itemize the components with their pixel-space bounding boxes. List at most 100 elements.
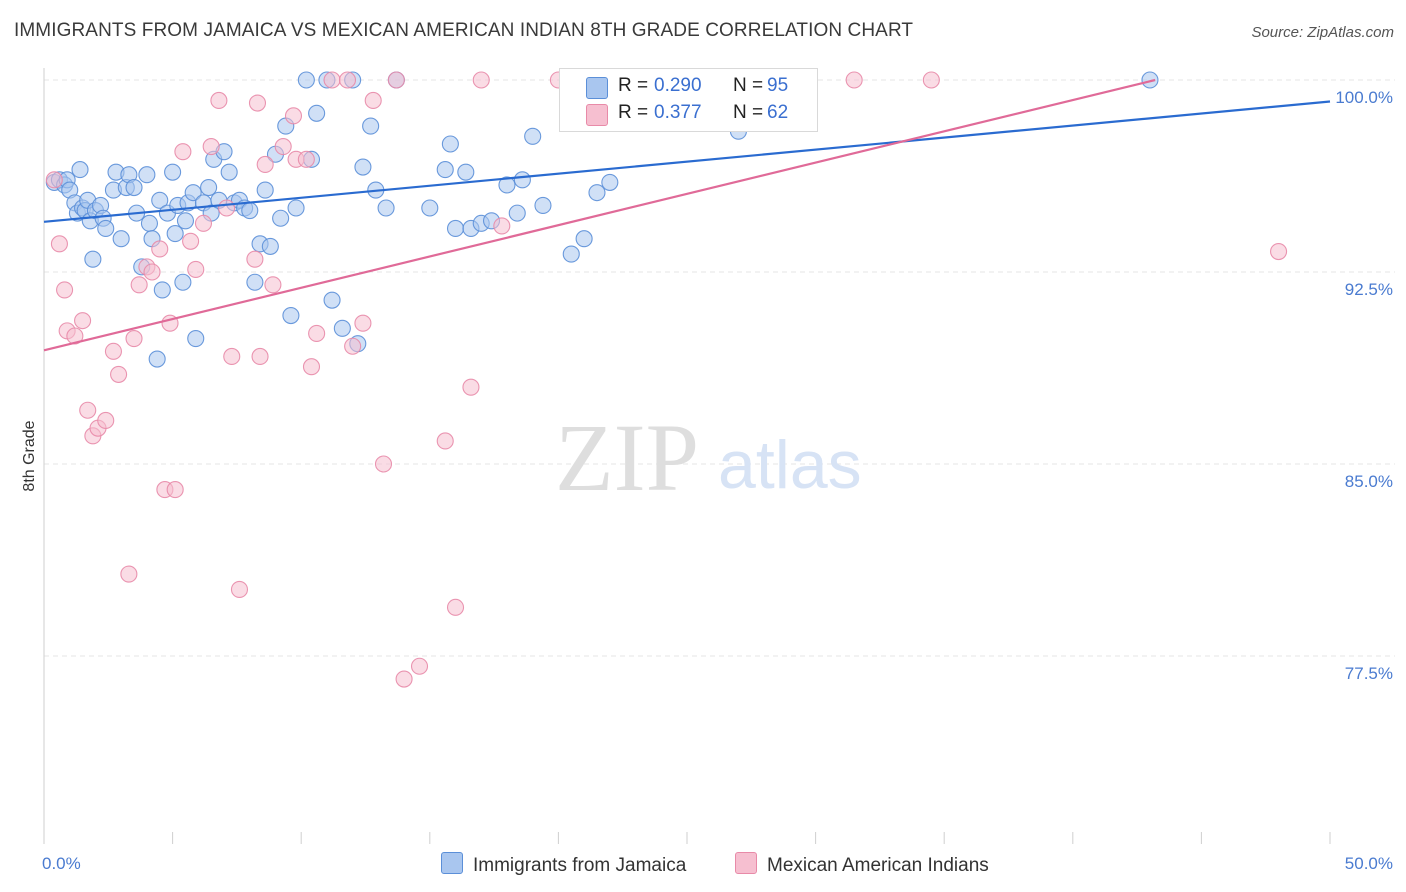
jamaica-point [97,219,115,238]
mexican-american-indians-point [218,199,236,217]
mexican-american-indians-point [845,71,863,89]
mexican-american-indians-swatch [586,104,608,126]
r-label: R = [618,102,649,123]
mexican-american-indians-point [104,342,122,360]
jamaica-point [323,291,341,309]
n-label: N = [733,102,764,123]
jamaica-point [140,214,159,232]
mexican-american-indians-point [202,138,220,156]
mexican-american-indians-point [364,91,382,110]
jamaica-point [148,350,166,368]
mexican-american-indians-point [410,657,429,675]
mexican-american-indians-point [223,347,241,366]
mexican-american-indians-point [74,312,92,330]
n-value-jamaica: 95 [767,75,789,96]
r-label: R = [618,75,649,96]
jamaica-point [588,184,606,202]
jamaica-point [446,219,465,238]
mexican-american-indians-point [182,232,200,250]
jamaica-point [112,230,130,248]
r-value-jamaica: 0.290 [654,75,702,96]
mexican-american-indians-point [230,580,249,598]
mexican-american-indians-point [125,330,143,348]
jamaica-point [220,163,238,181]
jamaica-point [241,202,259,220]
mexican-american-indians-point [110,365,128,383]
points-layer [45,71,1288,688]
jamaica-point [287,199,305,217]
jamaica-point [187,330,205,348]
mexican-american-indians-point [174,143,192,161]
mexican-american-indians-point [344,337,362,355]
y-tick-label: 92.5% [1345,280,1393,299]
jamaica-point [354,158,372,176]
jamaica-point [176,212,195,230]
grid-layer [44,79,1395,657]
mexican-american-indians-point [79,401,97,419]
source-label: Source: ZipAtlas.com [1251,24,1394,41]
mexican-american-indians-point [354,314,372,332]
jamaica-point [166,225,184,243]
jamaica-point [151,191,169,209]
jamaica-point [377,199,395,217]
jamaica-legend-swatch [441,852,463,874]
mexican-american-indians-point [130,276,148,294]
jamaica-point [297,71,315,89]
mexican-american-indians-point [251,347,269,366]
jamaica-point [153,281,171,299]
y-tick-label: 77.5% [1345,664,1393,683]
jamaica-point [333,319,351,337]
jamaica-swatch [586,77,608,99]
mexican-american-indians-point [246,250,264,268]
jamaica-point [513,171,531,189]
legend-item-mexican-american-indians[interactable]: Mexican American Indians [735,852,989,877]
mexican-american-indians-legend-swatch [735,852,757,874]
jamaica-trend-line [43,100,1331,223]
jamaica-point [524,127,542,145]
jamaica-point [246,273,264,291]
trend-layer [43,78,1331,352]
jamaica-point [436,161,454,179]
mexican-american-indians-point [45,171,63,189]
mexican-american-indians-point [493,217,511,235]
watermark: ZIP atlas [555,404,862,511]
mexican-american-indians-point [922,71,940,89]
y-tick-label: 100.0% [1335,88,1393,107]
jamaica-point [457,163,475,181]
jamaica-point [441,135,459,153]
legend-item-jamaica[interactable]: Immigrants from Jamaica [441,852,686,877]
mexican-american-indians-point [194,214,213,232]
n-value-mexican-american-indians: 62 [767,102,789,123]
legend-label-jamaica: Immigrants from Jamaica [473,855,687,876]
jamaica-point [84,250,102,268]
jamaica-point [125,178,143,197]
jamaica-point [534,196,552,214]
watermark-zip: ZIP [555,404,699,511]
mexican-american-indians-point [462,378,480,396]
mexican-american-indians-point [120,565,138,583]
legend-label-mexican-american-indians: Mexican American Indians [767,855,989,876]
jamaica-point [308,104,326,122]
mexican-american-indians-point [338,71,357,89]
mexican-american-indians-point [274,138,292,156]
x-tick-label: 50.0% [1345,854,1393,873]
mexican-american-indians-point [395,670,413,688]
jamaica-point [261,237,279,255]
mexican-american-indians-point [1270,242,1288,261]
jamaica-point [562,245,580,263]
r-value-mexican-american-indians: 0.377 [654,102,702,123]
jamaica-point [256,181,274,199]
jamaica-point [164,163,182,181]
mexican-american-indians-point [66,327,84,345]
n-label: N = [733,75,764,96]
labels-layer: 77.5% 85.0% 92.5% 100.0% 0.0% 50.0% 8th Grade [21,88,1393,873]
mexican-american-indians-point [374,455,393,473]
mexican-american-indians-point [302,358,321,376]
jamaica-point [272,209,290,227]
jamaica-point [362,117,380,135]
chart-title: IMMIGRANTS FROM JAMAICA VS MEXICAN AMERI… [14,20,914,41]
mexican-american-indians-point [166,481,184,499]
mexican-american-indians-point [284,107,303,125]
axis-layer [43,68,1331,844]
